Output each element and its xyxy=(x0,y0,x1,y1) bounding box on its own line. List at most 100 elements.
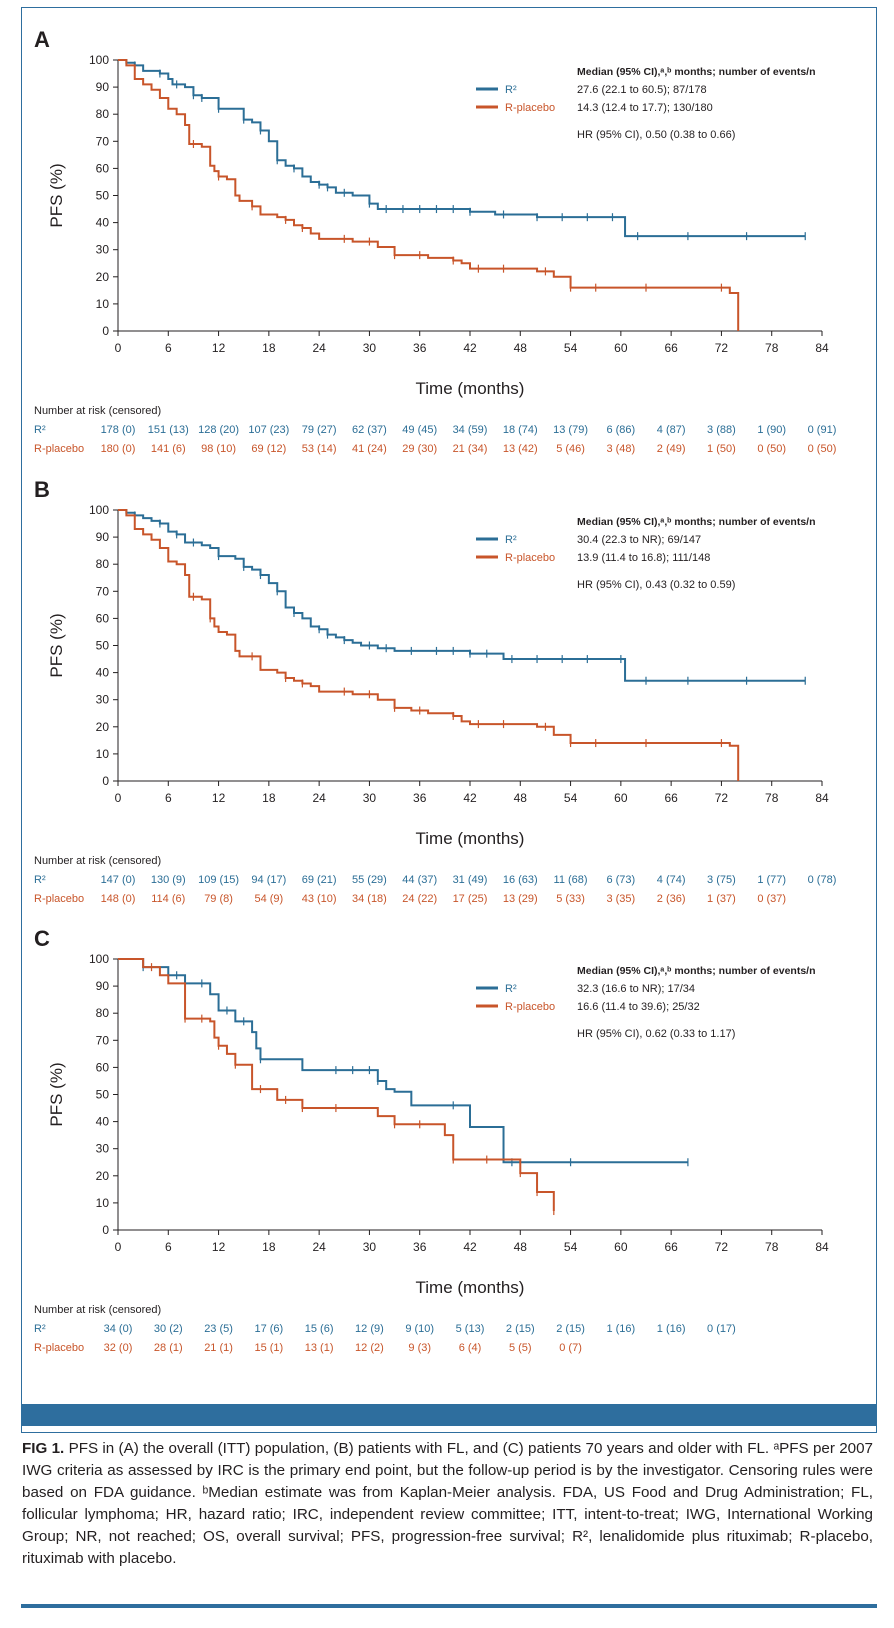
panel-b-chart: B 0 10 20 30 40 50 60 70 80 90 100 0 6 12 18 24 30 36 42 48 5… xyxy=(34,477,837,905)
risk-cell: 4 (74) xyxy=(657,874,686,886)
y-tick-label: 70 xyxy=(96,584,110,598)
legend-title: Median (95% CI),ᵃ,ᵇ months; number of ev… xyxy=(577,66,816,78)
x-tick-label: 48 xyxy=(514,1240,528,1254)
x-tick-label: 18 xyxy=(262,1240,276,1254)
risk-cell: 69 (21) xyxy=(302,874,337,886)
y-tick-label: 60 xyxy=(96,161,110,175)
y-tick-label: 60 xyxy=(96,611,110,625)
risk-cell: 15 (6) xyxy=(305,1323,334,1335)
risk-cell: 34 (59) xyxy=(453,424,488,436)
legend-series-name: R-placebo xyxy=(505,552,555,564)
y-tick-label: 80 xyxy=(96,1006,110,1020)
x-axis-label: Time (months) xyxy=(416,379,525,398)
risk-table-title: Number at risk (censored) xyxy=(34,405,161,417)
risk-cell: 3 (75) xyxy=(707,874,736,886)
risk-cell: 1 (90) xyxy=(757,424,786,436)
x-tick-label: 12 xyxy=(212,341,226,355)
y-tick-label: 0 xyxy=(102,1223,109,1237)
risk-row-label: R-placebo xyxy=(34,893,84,905)
x-tick-label: 6 xyxy=(165,791,172,805)
risk-cell: 41 (24) xyxy=(352,443,387,455)
x-tick-label: 0 xyxy=(115,1240,122,1254)
risk-cell: 0 (17) xyxy=(707,1323,736,1335)
risk-cell: 3 (48) xyxy=(606,443,635,455)
risk-cell: 0 (37) xyxy=(757,893,786,905)
y-tick-label: 40 xyxy=(96,216,110,230)
legend-series-name: R² xyxy=(505,534,517,546)
risk-cell: 79 (8) xyxy=(204,893,233,905)
series-line-r2 xyxy=(118,509,806,682)
risk-cell: 1 (16) xyxy=(657,1323,686,1335)
figure-footer-bar xyxy=(21,1404,877,1426)
risk-cell: 3 (88) xyxy=(707,424,736,436)
risk-cell: 53 (14) xyxy=(302,443,337,455)
y-tick-label: 80 xyxy=(96,107,110,121)
y-tick-label: 40 xyxy=(96,1115,110,1129)
risk-cell: 13 (1) xyxy=(305,1342,334,1354)
y-tick-label: 10 xyxy=(96,1196,110,1210)
risk-cell: 24 (22) xyxy=(402,893,437,905)
x-tick-label: 30 xyxy=(363,341,377,355)
x-tick-label: 42 xyxy=(463,1240,477,1254)
hazard-ratio-text: HR (95% CI), 0.50 (0.38 to 0.66) xyxy=(577,129,735,141)
risk-cell: 6 (4) xyxy=(459,1342,482,1354)
x-tick-label: 72 xyxy=(715,341,729,355)
risk-cell: 44 (37) xyxy=(402,874,437,886)
risk-cell: 0 (50) xyxy=(757,443,786,455)
x-tick-label: 30 xyxy=(363,1240,377,1254)
risk-cell: 34 (18) xyxy=(352,893,387,905)
risk-cell: 11 (68) xyxy=(554,874,588,886)
risk-cell: 114 (6) xyxy=(151,893,185,905)
x-tick-label: 6 xyxy=(165,1240,172,1254)
x-tick-label: 78 xyxy=(765,791,779,805)
x-tick-label: 0 xyxy=(115,341,122,355)
legend-series-stat: 32.3 (16.6 to NR); 17/34 xyxy=(577,983,695,995)
risk-cell: 23 (5) xyxy=(204,1323,233,1335)
risk-cell: 12 (2) xyxy=(355,1342,384,1354)
risk-cell: 69 (12) xyxy=(251,443,286,455)
risk-cell: 5 (46) xyxy=(556,443,585,455)
series-line-r-placebo xyxy=(118,958,555,1212)
y-tick-label: 90 xyxy=(96,979,110,993)
x-tick-label: 84 xyxy=(815,1240,829,1254)
risk-cell: 0 (78) xyxy=(808,874,837,886)
risk-cell: 2 (15) xyxy=(556,1323,585,1335)
y-tick-label: 20 xyxy=(96,270,110,284)
y-tick-label: 30 xyxy=(96,693,110,707)
risk-cell: 94 (17) xyxy=(251,874,286,886)
risk-cell: 55 (29) xyxy=(352,874,387,886)
y-tick-label: 100 xyxy=(89,53,109,67)
panel-label: C xyxy=(34,926,50,951)
x-tick-label: 66 xyxy=(664,341,678,355)
legend-series-stat: 30.4 (22.3 to NR); 69/147 xyxy=(577,534,701,546)
y-tick-label: 30 xyxy=(96,243,110,257)
y-tick-label: 20 xyxy=(96,1169,110,1183)
legend-series-name: R-placebo xyxy=(505,102,555,114)
hazard-ratio-text: HR (95% CI), 0.62 (0.33 to 1.17) xyxy=(577,1028,735,1040)
legend-series-stat: 14.3 (12.4 to 17.7); 130/180 xyxy=(577,102,713,114)
x-tick-label: 78 xyxy=(765,341,779,355)
risk-cell: 31 (49) xyxy=(453,874,488,886)
risk-cell: 3 (35) xyxy=(606,893,635,905)
risk-cell: 79 (27) xyxy=(302,424,337,436)
risk-cell: 15 (1) xyxy=(254,1342,283,1354)
y-tick-label: 100 xyxy=(89,952,109,966)
risk-cell: 13 (42) xyxy=(503,443,538,455)
x-tick-label: 60 xyxy=(614,791,628,805)
x-tick-label: 36 xyxy=(413,1240,427,1254)
risk-cell: 147 (0) xyxy=(101,874,136,886)
legend-series-name: R-placebo xyxy=(505,1001,555,1013)
risk-cell: 1 (37) xyxy=(707,893,736,905)
risk-cell: 128 (20) xyxy=(198,424,239,436)
y-tick-label: 10 xyxy=(96,297,110,311)
x-tick-label: 0 xyxy=(115,791,122,805)
risk-row-label: R² xyxy=(34,424,46,436)
risk-cell: 2 (49) xyxy=(657,443,686,455)
x-tick-label: 60 xyxy=(614,1240,628,1254)
risk-cell: 43 (10) xyxy=(302,893,337,905)
x-axis-label: Time (months) xyxy=(416,1278,525,1297)
risk-cell: 13 (79) xyxy=(553,424,588,436)
y-tick-label: 40 xyxy=(96,666,110,680)
risk-cell: 6 (86) xyxy=(606,424,635,436)
x-tick-label: 42 xyxy=(463,341,477,355)
